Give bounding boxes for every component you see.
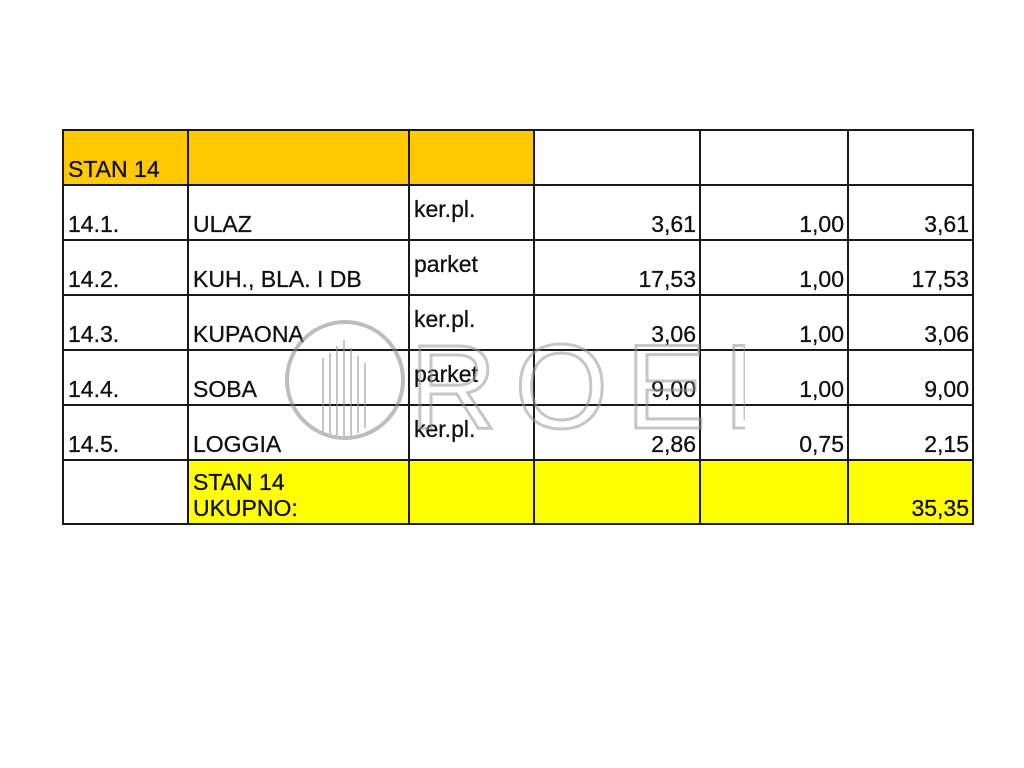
total-label: STAN 14 UKUPNO:: [187, 459, 410, 525]
net-area: 17,53: [847, 239, 974, 296]
net-area: 2,15: [847, 404, 974, 461]
apartment-title: STAN 14: [62, 129, 189, 186]
floor-type: ker.pl.: [408, 404, 535, 461]
coefficient: 0,75: [699, 404, 849, 461]
table-row: 14.1. ULAZ ker.pl. 3,61 1,00 3,61: [62, 184, 974, 241]
room-id: 14.3.: [62, 294, 189, 351]
room-name: ULAZ: [187, 184, 410, 241]
area: 2,86: [533, 404, 701, 461]
coefficient: 1,00: [699, 184, 849, 241]
coefficient: 1,00: [699, 294, 849, 351]
area: 3,06: [533, 294, 701, 351]
net-area: 9,00: [847, 349, 974, 406]
room-id: 14.1.: [62, 184, 189, 241]
table-row: 14.3. KUPAONA ker.pl. 3,06 1,00 3,06: [62, 294, 974, 351]
header-row: STAN 14: [62, 129, 974, 186]
net-area: 3,06: [847, 294, 974, 351]
floor-type: parket: [408, 239, 535, 296]
table-row: 14.2. KUH., BLA. I DB parket 17,53 1,00 …: [62, 239, 974, 296]
coefficient: 1,00: [699, 349, 849, 406]
table-row: 14.5. LOGGIA ker.pl. 2,86 0,75 2,15: [62, 404, 974, 461]
room-id: 14.4.: [62, 349, 189, 406]
room-name: SOBA: [187, 349, 410, 406]
floor-type: ker.pl.: [408, 294, 535, 351]
room-id: 14.2.: [62, 239, 189, 296]
floor-type: ker.pl.: [408, 184, 535, 241]
room-name: LOGGIA: [187, 404, 410, 461]
area: 17,53: [533, 239, 701, 296]
total-value: 35,35: [847, 459, 974, 525]
room-id: 14.5.: [62, 404, 189, 461]
total-row: STAN 14 UKUPNO: 35,35: [62, 459, 974, 525]
floor-type: parket: [408, 349, 535, 406]
apartment-area-table: STAN 14 14.1. ULAZ ker.pl. 3,61 1,00 3,6…: [62, 129, 974, 525]
area: 3,61: [533, 184, 701, 241]
area: 9,00: [533, 349, 701, 406]
net-area: 3,61: [847, 184, 974, 241]
room-name: KUPAONA: [187, 294, 410, 351]
room-name: KUH., BLA. I DB: [187, 239, 410, 296]
coefficient: 1,00: [699, 239, 849, 296]
table-row: 14.4. SOBA parket 9,00 1,00 9,00: [62, 349, 974, 406]
